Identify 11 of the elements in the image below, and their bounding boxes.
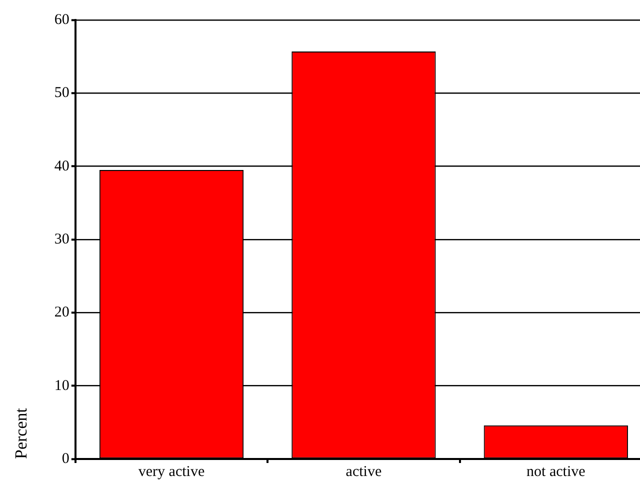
x-tick-label: very active — [138, 464, 205, 480]
y-tick-label: 0 — [62, 450, 70, 467]
y-tick-label: 60 — [54, 12, 70, 28]
y-tick-label: 30 — [54, 231, 70, 248]
y-axis-title: Percent — [12, 408, 31, 459]
x-tick-label: active — [346, 464, 382, 480]
y-tick-label: 50 — [54, 85, 70, 102]
y-tick-label: 10 — [54, 378, 70, 394]
y-tick-label: 20 — [54, 304, 70, 321]
y-tick-label: 40 — [54, 158, 70, 174]
x-tick-label: not active — [526, 464, 586, 480]
